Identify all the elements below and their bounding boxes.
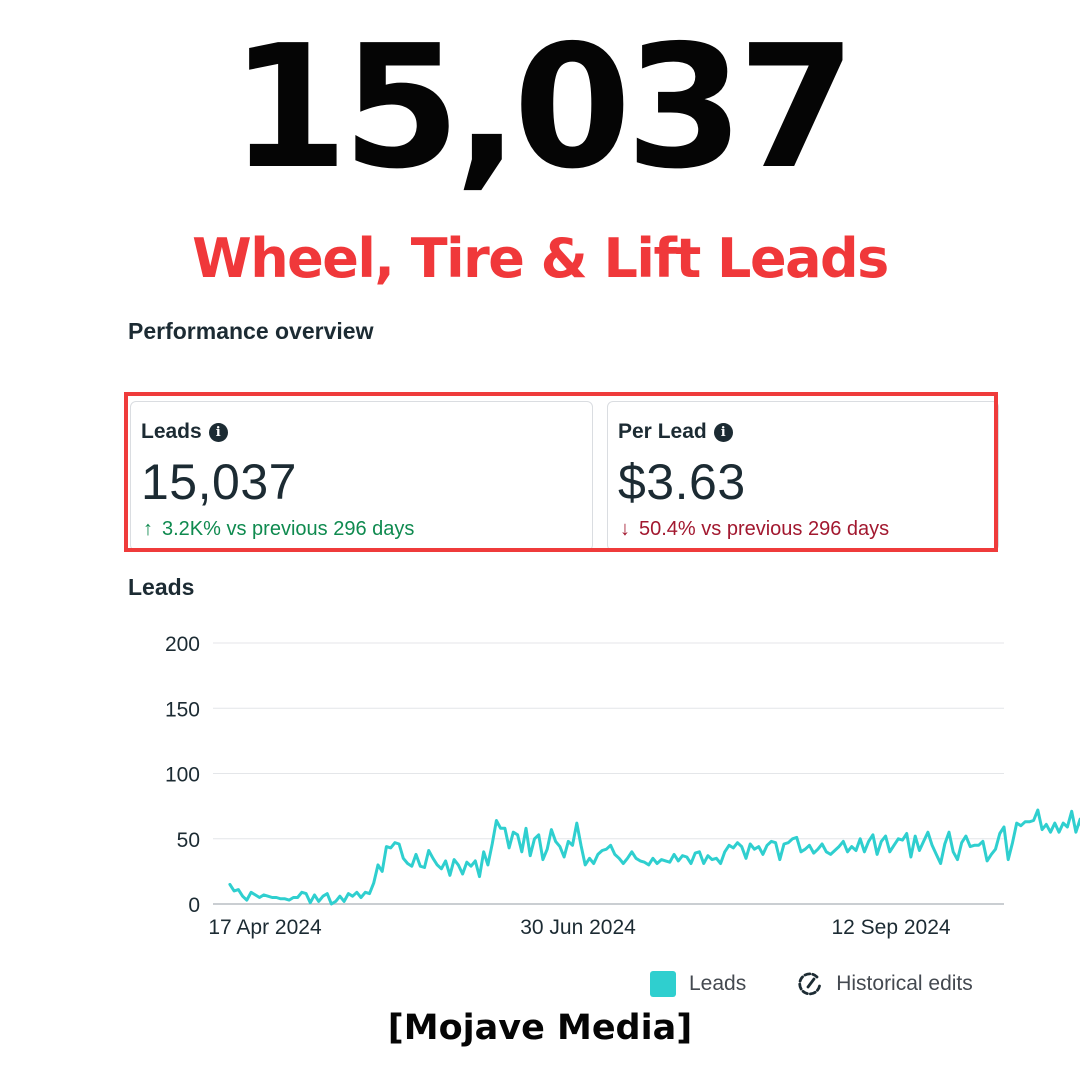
performance-overview-title: Performance overview [128, 318, 374, 344]
y-tick-label-0: 0 [188, 894, 200, 917]
highlight-annotation-box [124, 392, 998, 552]
per-lead-delta-text: 50.4% vs previous 296 days [639, 518, 890, 540]
leads-chart-title: Leads [128, 574, 195, 600]
x-tick-label-1: 30 Jun 2024 [520, 916, 636, 939]
historical-edits-icon [796, 970, 824, 998]
info-icon[interactable]: i [208, 422, 228, 442]
hero-lead-count: 15,037 [229, 9, 856, 207]
arrow-down-icon: ↓ [620, 518, 630, 540]
per-lead-metric-delta: ↓ 50.4% vs previous 296 days [620, 518, 889, 541]
series-line-leads [228, 808, 1080, 906]
legend-item-leads[interactable]: Leads [650, 971, 746, 997]
leads-label-text: Leads [141, 420, 202, 443]
legend-item-historical-edits[interactable]: Historical edits [796, 970, 973, 998]
leads-delta-text: 3.2K% vs previous 296 days [162, 518, 415, 540]
per-lead-label-text: Per Lead [618, 420, 707, 443]
info-icon[interactable]: i [713, 422, 733, 442]
legend-leads-label: Leads [689, 972, 747, 995]
headline-subtitle: Wheel, Tire & Lift Leads [192, 227, 889, 290]
leads-swatch [650, 971, 676, 997]
per-lead-metric-value: $3.63 [618, 454, 746, 510]
brand-footer: [Mojave Media] [387, 1008, 693, 1048]
leads-metric-delta: ↑ 3.2K% vs previous 296 days [143, 518, 414, 541]
chart-legend: Leads Historical edits [650, 970, 973, 998]
legend-historical-label: Historical edits [836, 972, 973, 995]
arrow-up-icon: ↑ [143, 518, 153, 540]
y-tick-label-100: 100 [165, 764, 200, 787]
leads-metric-label: Leads i [141, 420, 228, 444]
per-lead-metric-card[interactable]: Per Lead i $3.63 ↓ 50.4% vs previous 296… [607, 401, 999, 551]
leads-line-chart: 0 50 100 150 200 17 Apr 2024 30 Jun 2024 12 Sep… [165, 633, 1080, 939]
x-tick-label-0: 17 Apr 2024 [208, 916, 322, 939]
y-tick-label-50: 50 [177, 829, 200, 852]
per-lead-metric-label: Per Lead i [618, 420, 733, 444]
leads-metric-card[interactable]: Leads i 15,037 ↑ 3.2K% vs previous 296 d… [130, 401, 593, 551]
y-tick-label-200: 200 [165, 633, 200, 656]
x-tick-label-2: 12 Sep 2024 [831, 916, 950, 939]
y-tick-label-150: 150 [165, 698, 200, 721]
leads-metric-value: 15,037 [141, 454, 297, 510]
